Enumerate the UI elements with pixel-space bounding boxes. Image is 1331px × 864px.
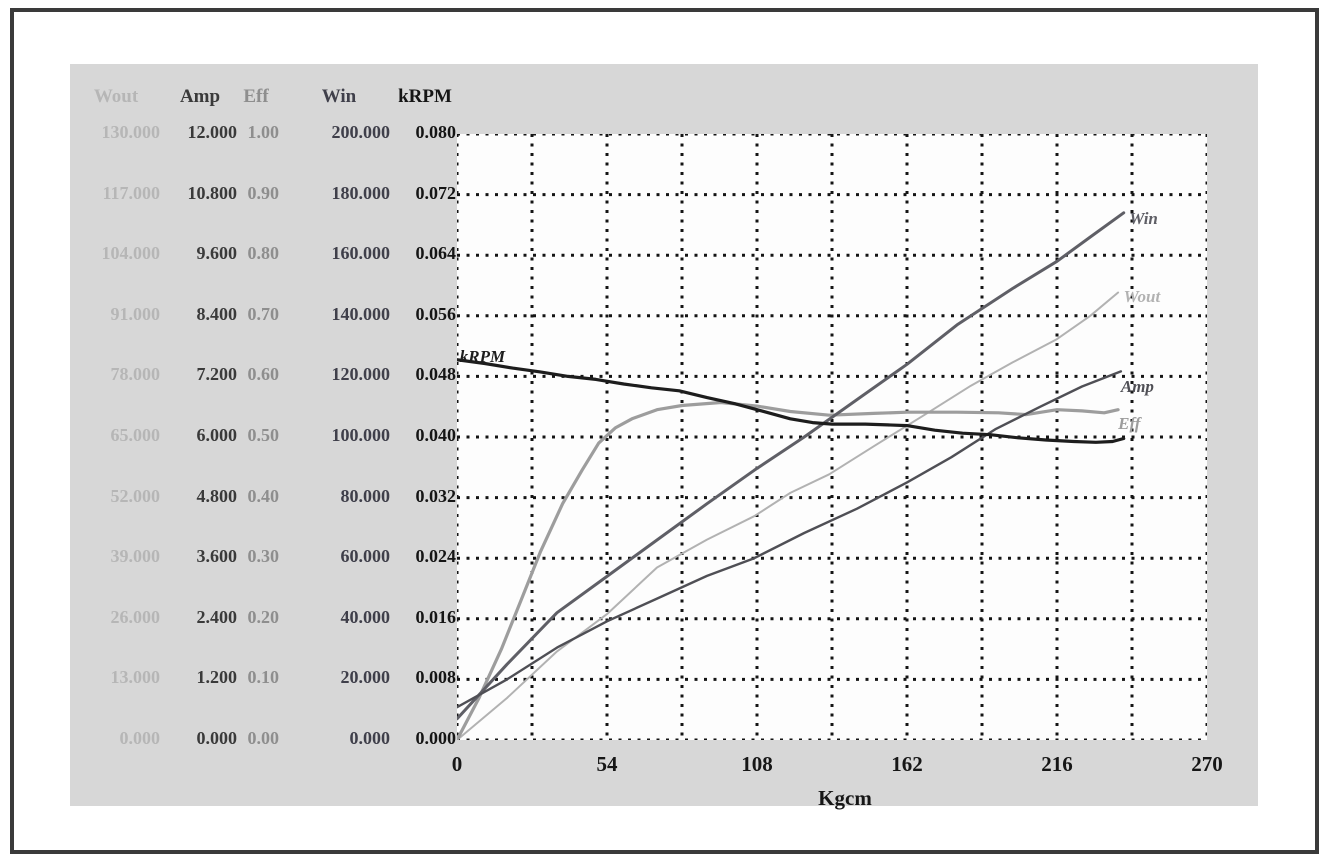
axis-value: 0.000 [196, 728, 238, 748]
axis-value: 0.80 [247, 243, 280, 264]
curve-label-win: Win [1129, 208, 1158, 228]
chart-panel: Wout 130.000 117.000 104.000 91.000 78.000 65.… [70, 64, 1258, 810]
x-axis-title: Kgcm [818, 786, 872, 810]
axis-value: 78.000 [110, 364, 161, 385]
axis-value: 9.600 [196, 243, 238, 264]
x-tick-label: 270 [1191, 752, 1223, 776]
axis-value: 180.000 [331, 182, 391, 203]
axis-value: 80.000 [340, 485, 391, 506]
axis-value: 26.000 [110, 606, 161, 627]
axis-value: 140.000 [331, 303, 391, 324]
axis-value: 0.40 [247, 485, 280, 506]
axis-value: 0.000 [119, 728, 161, 748]
axis-value: 8.400 [196, 303, 238, 324]
axis-value: 130.000 [101, 122, 161, 142]
axis-value: 60.000 [340, 546, 391, 567]
axis-header: Win [321, 86, 357, 107]
axis-value: 0.080 [415, 122, 457, 142]
axis-value: 0.008 [415, 667, 457, 688]
axis-value: 0.024 [415, 546, 457, 567]
axis-header: kRPM [398, 86, 452, 107]
outer-frame: Wout 130.000 117.000 104.000 91.000 78.000 65.… [10, 8, 1319, 854]
x-tick-label: 216 [1041, 752, 1073, 776]
axis-value: 0.20 [247, 606, 280, 627]
axis-column-krpm: kRPM 0.080 0.072 0.064 0.056 0.048 0.040 0.032 0… [394, 64, 456, 804]
axis-value: 160.000 [331, 243, 391, 264]
curve-label-krpm: kRPM [459, 346, 506, 366]
axis-value: 3.600 [196, 546, 238, 567]
axis-value: 104.000 [101, 243, 161, 264]
x-tick-label: 108 [741, 752, 773, 776]
axis-value: 65.000 [110, 425, 161, 445]
axis-value: 52.000 [110, 485, 161, 506]
axis-value: 40.000 [340, 606, 391, 627]
plot-area [457, 134, 1207, 740]
axis-value: 0.040 [415, 425, 457, 445]
curve-amp [457, 370, 1123, 709]
axis-value: 0.50 [247, 425, 280, 445]
axis-column-amp: Amp 12.000 10.800 9.600 8.400 7.200 6.000 4.800… [163, 64, 237, 804]
axis-value: 2.400 [196, 606, 238, 627]
axis-value: 0.90 [247, 182, 280, 203]
axis-value: 0.00 [247, 728, 280, 748]
axis-value: 0.072 [415, 182, 457, 203]
x-tick-label: 0 [451, 752, 463, 776]
x-tick-label: 162 [891, 752, 923, 776]
axis-value: 13.000 [110, 667, 161, 688]
axis-value: 117.000 [102, 182, 160, 203]
axis-value: 7.200 [196, 364, 238, 385]
axis-value: 10.800 [187, 182, 238, 203]
axis-value: 0.30 [247, 546, 280, 567]
axis-header: Wout [93, 86, 139, 107]
axis-value: 1.200 [196, 667, 238, 688]
curve-wout [457, 291, 1120, 740]
axis-column-wout: Wout 130.000 117.000 104.000 91.000 78.000 65.… [72, 64, 160, 804]
x-tick-label: 54 [596, 752, 618, 776]
axis-value: 0.064 [415, 243, 457, 264]
axis-value: 100.000 [331, 425, 391, 445]
axis-value: 0.000 [349, 728, 391, 748]
axis-column-eff: Eff 1.00 0.90 0.80 0.70 0.60 0.50 0.40 0.30 0.20 0… [233, 64, 279, 804]
curve-win [457, 211, 1126, 721]
axis-column-win: Win 200.000 180.000 160.000 140.000 120.000 10… [288, 64, 390, 804]
axis-value: 20.000 [340, 667, 391, 688]
axis-value: 0.70 [247, 303, 280, 324]
axis-value: 1.00 [247, 122, 280, 142]
axis-value: 0.60 [247, 364, 280, 385]
curve-krpm [457, 358, 1126, 444]
axis-value: 0.056 [415, 303, 457, 324]
axis-value: 6.000 [196, 425, 238, 445]
axis-header: Amp [179, 86, 221, 107]
axis-value: 0.048 [415, 364, 457, 385]
axis-value: 120.000 [331, 364, 391, 385]
axis-value: 200.000 [331, 122, 391, 142]
curve-label-eff: Eff [1118, 413, 1141, 433]
axis-value: 0.032 [415, 485, 457, 506]
curve-label-amp: Amp [1120, 376, 1154, 396]
curve-label-wout: Wout [1123, 287, 1161, 307]
curve-eff [457, 400, 1120, 740]
axis-value: 0.10 [247, 667, 280, 688]
axis-value: 12.000 [187, 122, 238, 142]
axis-value: 39.000 [110, 546, 161, 567]
axis-value: 0.000 [415, 728, 457, 748]
axis-header: Eff [243, 86, 269, 107]
axis-value: 0.016 [415, 606, 457, 627]
axis-value: 91.000 [110, 303, 161, 324]
axis-value: 4.800 [196, 485, 238, 506]
